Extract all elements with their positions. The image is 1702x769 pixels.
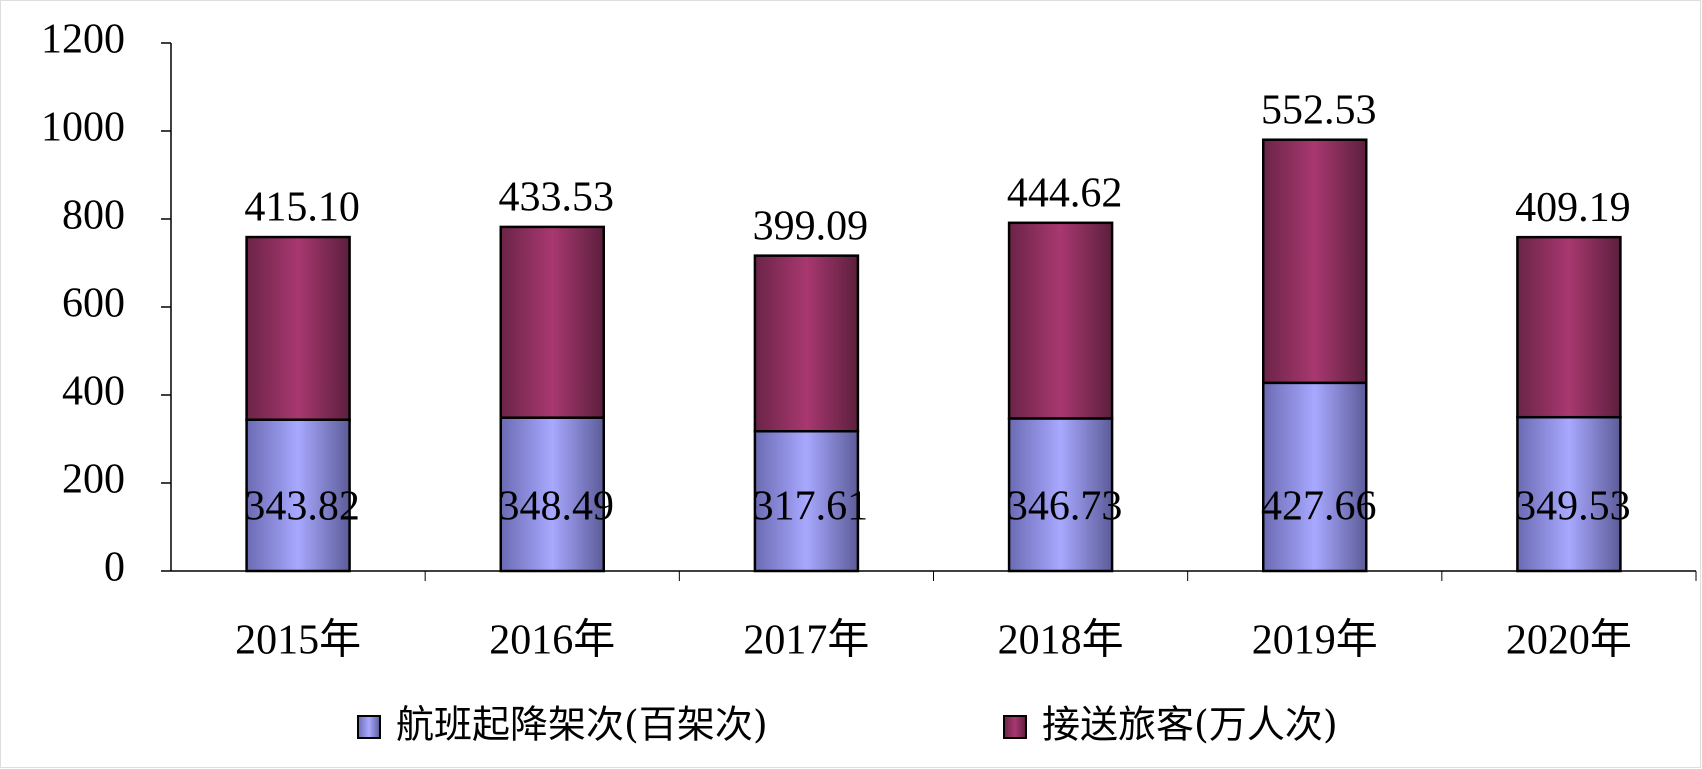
x-tick-label: 2017年 (743, 617, 869, 664)
bar-segment (499, 225, 605, 419)
bar-segment (1516, 415, 1622, 573)
data-label: 349.53 (1515, 484, 1631, 530)
bar-segment (753, 254, 860, 433)
y-tick-label: 400 (62, 369, 125, 415)
data-label: 317.61 (753, 484, 869, 530)
y-tick-label: 1200 (41, 17, 125, 63)
data-label: 343.82 (244, 484, 360, 530)
x-tick-label: 2019年 (1252, 617, 1378, 664)
x-tick-label: 2015年 (235, 617, 361, 664)
legend-label: 航班起降架次(百架次) (396, 703, 768, 747)
bar-segment (1007, 221, 1114, 420)
bar-segment (1516, 235, 1622, 419)
bar-segment (499, 416, 605, 573)
data-label: 346.73 (1007, 484, 1123, 530)
bar-segment (1262, 381, 1368, 573)
legend-label: 接送旅客(万人次) (1042, 703, 1338, 747)
bar-segment (245, 418, 351, 573)
x-tick-label: 2018年 (998, 617, 1124, 664)
x-tick-label: 2020年 (1506, 617, 1632, 664)
data-label: 409.19 (1515, 185, 1631, 231)
y-tick-label: 0 (104, 545, 125, 591)
data-label: 433.53 (499, 175, 615, 221)
bar-segment (753, 430, 860, 573)
legend-swatch (357, 715, 381, 739)
data-label: 427.66 (1261, 484, 1377, 530)
data-label: 399.09 (753, 203, 869, 249)
y-tick-label: 200 (62, 457, 125, 503)
bar-segment (1262, 138, 1368, 385)
y-tick-label: 800 (62, 193, 125, 239)
data-label: 444.62 (1007, 170, 1123, 216)
bar-segment (1007, 417, 1114, 573)
x-tick-label: 2016年 (489, 617, 615, 664)
data-label: 348.49 (499, 484, 615, 530)
data-label: 552.53 (1261, 87, 1377, 133)
y-tick-label: 600 (62, 281, 125, 327)
bar-segment (245, 235, 351, 421)
data-label: 415.10 (244, 185, 360, 231)
legend-swatch (1003, 715, 1027, 739)
y-tick-label: 1000 (41, 105, 125, 151)
